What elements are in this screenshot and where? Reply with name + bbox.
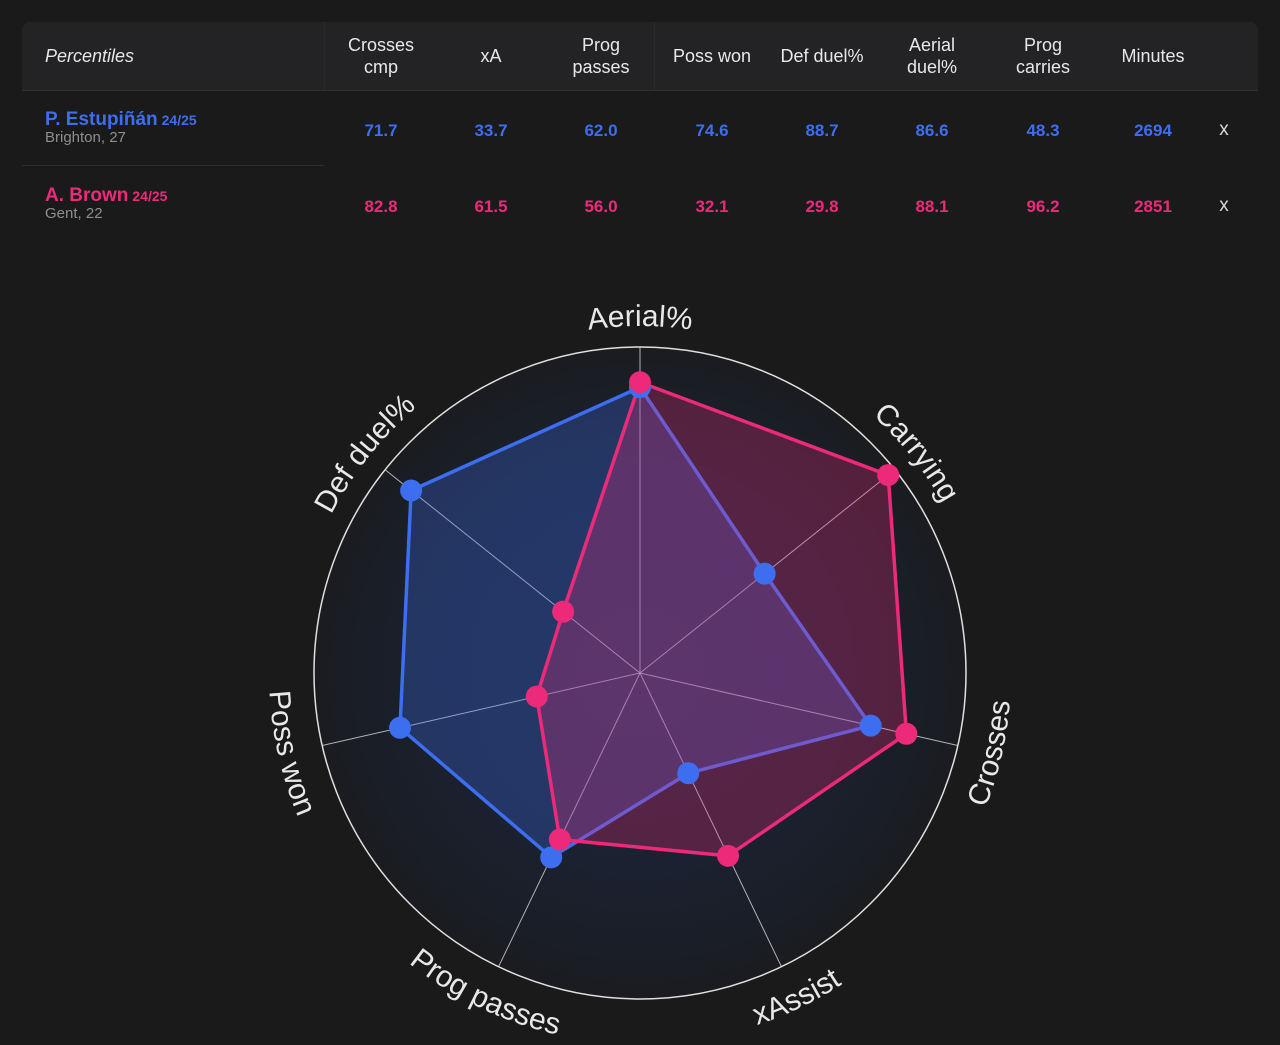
radar-data-point[interactable] bbox=[548, 828, 571, 851]
column-header-crosses-cmp[interactable]: Crosses cmp bbox=[347, 35, 414, 77]
value-minutes: 2851 bbox=[1134, 197, 1172, 216]
value-xa: 61.5 bbox=[474, 197, 508, 216]
radar-data-point[interactable] bbox=[859, 714, 882, 737]
remove-player-button[interactable]: x bbox=[1219, 195, 1229, 216]
value-poss-won: 32.1 bbox=[695, 197, 729, 216]
value-prog-carries: 48.3 bbox=[1026, 121, 1060, 140]
value-prog-passes: 62.0 bbox=[584, 121, 618, 140]
table-header: Percentiles Crosses cmp xA Prog passes P… bbox=[22, 22, 1258, 91]
value-prog-carries: 96.2 bbox=[1026, 197, 1060, 216]
column-header-poss-won[interactable]: Poss won bbox=[672, 46, 752, 66]
radar-data-point[interactable] bbox=[540, 846, 563, 869]
radar-data-point[interactable] bbox=[400, 479, 423, 502]
radar-axis-label: Poss won bbox=[262, 689, 322, 820]
player-club-age: Brighton, 27 bbox=[45, 129, 126, 146]
player-season: 24/25 bbox=[161, 112, 197, 128]
column-header-prog-carries[interactable]: Prog carries bbox=[1015, 35, 1070, 77]
value-minutes: 2694 bbox=[1134, 121, 1172, 140]
column-header-xa[interactable]: xA bbox=[480, 46, 502, 66]
column-header-prog-passes[interactable]: Prog passes bbox=[572, 35, 630, 77]
column-header-aerial-duel[interactable]: Aerial duel% bbox=[906, 35, 958, 77]
radar-series-polygon bbox=[398, 385, 873, 860]
radar-data-point[interactable] bbox=[388, 716, 411, 739]
radar-data-point[interactable] bbox=[629, 371, 651, 394]
radar-spoke bbox=[639, 672, 782, 967]
radar-spoke bbox=[384, 469, 641, 674]
value-aerial-duel: 88.1 bbox=[915, 197, 949, 216]
column-header-minutes[interactable]: Minutes bbox=[1121, 46, 1185, 66]
value-crosses-cmp: 82.8 bbox=[364, 197, 398, 216]
header-divider bbox=[654, 22, 655, 90]
player-name[interactable]: A. Brown 24/25 bbox=[45, 185, 168, 206]
row-divider bbox=[22, 165, 324, 166]
radar-data-point[interactable] bbox=[753, 562, 776, 585]
radar-axis-label: Crosses bbox=[961, 699, 1017, 811]
header-divider bbox=[324, 22, 325, 90]
radar-series-polygon bbox=[534, 380, 909, 858]
value-def-duel: 88.7 bbox=[805, 121, 839, 140]
radar-data-point[interactable] bbox=[877, 464, 900, 487]
radar-spoke bbox=[498, 672, 641, 967]
percentiles-label: Percentiles bbox=[45, 45, 135, 66]
radar-axis-label: Aerial% bbox=[585, 300, 694, 337]
radar-data-point[interactable] bbox=[677, 762, 700, 785]
remove-player-button[interactable]: x bbox=[1219, 119, 1229, 140]
player-club-age: Gent, 22 bbox=[45, 205, 103, 222]
radar-data-point[interactable] bbox=[895, 722, 918, 745]
value-aerial-duel: 86.6 bbox=[915, 121, 949, 140]
value-def-duel: 29.8 bbox=[805, 197, 839, 216]
value-crosses-cmp: 71.7 bbox=[364, 121, 398, 140]
comparison-table: Percentiles Crosses cmp xA Prog passes P… bbox=[22, 22, 1258, 242]
value-prog-passes: 56.0 bbox=[584, 197, 618, 216]
value-poss-won: 74.6 bbox=[695, 121, 729, 140]
column-header-def-duel[interactable]: Def duel% bbox=[780, 46, 864, 66]
player-season: 24/25 bbox=[132, 188, 168, 204]
radar-spoke bbox=[322, 672, 641, 747]
radar-data-point[interactable] bbox=[525, 685, 548, 708]
radar-data-point[interactable] bbox=[552, 600, 575, 623]
player-name[interactable]: P. Estupiñán 24/25 bbox=[45, 109, 197, 130]
value-xa: 33.7 bbox=[474, 121, 508, 140]
radar-data-point[interactable] bbox=[717, 844, 740, 867]
